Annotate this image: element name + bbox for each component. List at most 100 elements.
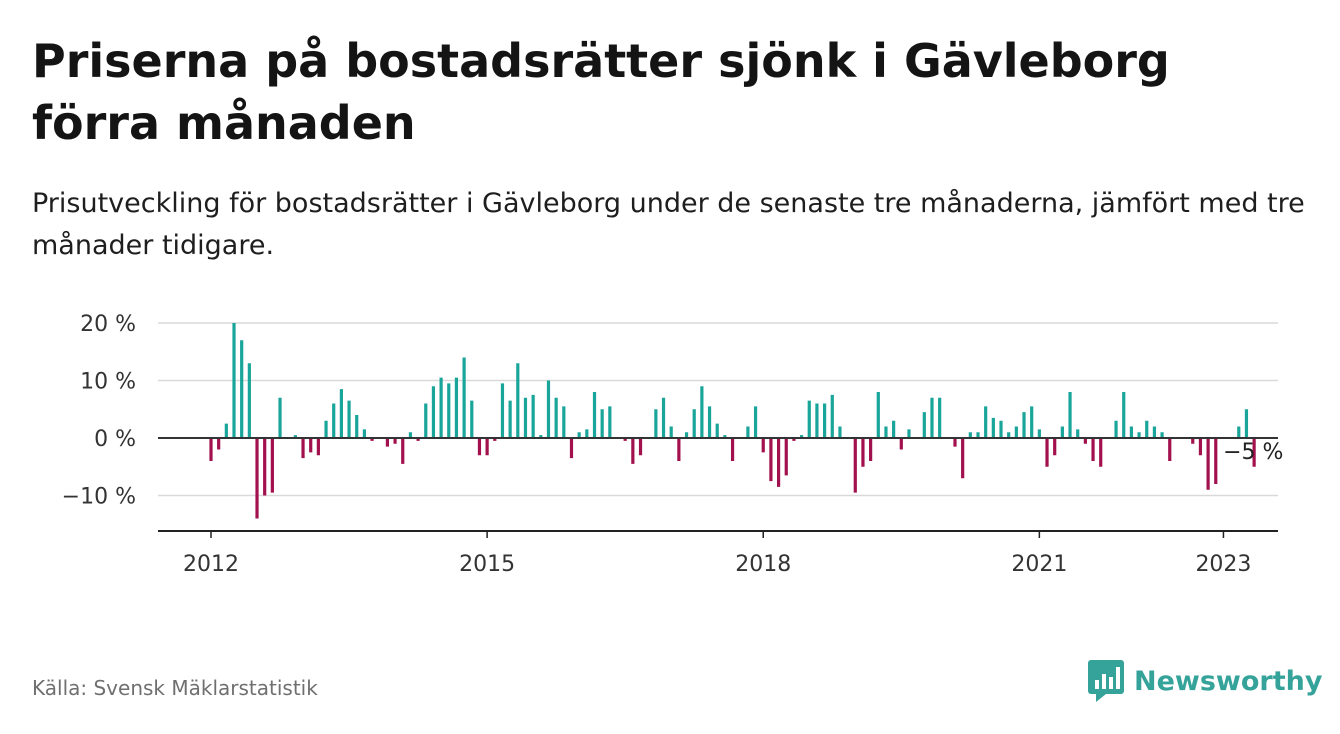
bar [224,423,228,438]
bar [761,438,765,453]
bar [1191,438,1195,444]
bar [508,400,512,438]
bar [984,406,988,438]
y-tick-label: 20 % [80,312,136,337]
bar [976,432,980,438]
chart-subtitle: Prisutveckling för bostadsrätter i Gävle… [32,188,1305,261]
bar [278,397,282,438]
bar [585,429,589,438]
bar [470,400,474,438]
bar [853,438,857,493]
bar [961,438,965,479]
bar [684,432,689,438]
bar [938,397,942,438]
bar [385,438,390,447]
bar [723,435,727,438]
bar [1145,420,1149,438]
bar [240,340,244,438]
bar [746,426,750,438]
bar [1206,438,1210,490]
y-tick-label: 10 % [80,370,136,395]
newsworthy-logo-icon [1088,660,1124,702]
bar [999,420,1003,438]
bar [324,420,328,438]
bar [861,438,865,467]
bar [554,397,558,438]
brand-name: Newsworthy [1134,665,1323,697]
bars [209,323,1256,519]
bar [592,392,597,438]
bar [301,438,305,459]
bar [1083,438,1087,444]
bar [209,438,213,461]
bar [899,438,903,450]
bar [776,438,781,487]
bar [968,432,972,438]
bar [991,417,995,438]
bar [263,438,267,496]
bar [339,389,343,438]
bar [347,400,351,438]
bar [1030,406,1034,438]
bar [355,415,359,438]
bar [753,406,758,438]
bar [1129,426,1133,438]
bar [485,438,489,456]
bar [1160,432,1164,438]
bar [1007,432,1011,438]
bar [799,435,804,438]
bar [876,392,880,438]
bar [232,323,236,438]
bar [830,394,834,438]
bar [454,377,459,438]
bar [562,406,566,438]
axes [158,437,1278,538]
bar [669,426,673,438]
bar [1214,438,1218,484]
bar [922,412,926,438]
x-tick-label: 2021 [1011,552,1067,577]
bar [393,438,397,444]
bar [332,403,336,438]
bar [1122,392,1126,438]
bar [608,406,612,438]
bar [217,438,221,450]
bar-chart: 20 % 10 % 0 % −10 % 2012 2015 2018 2021 2023 −5 % [62,312,1284,577]
bar [692,409,696,438]
bar [270,438,274,493]
bar [546,380,551,438]
bar [907,429,911,438]
x-tick-label: 2023 [1195,552,1251,577]
bar [623,438,627,441]
source-note: Källa: Svensk Mäklarstatistik [32,676,318,700]
bar [1152,426,1157,438]
bar [631,438,635,464]
bar [255,438,259,519]
bar [1091,438,1095,461]
bar [477,438,482,456]
bar [370,438,374,441]
chart-title: Priserna på bostadsrätter sjönk i Gävleb… [32,34,1170,150]
x-tick-label: 2015 [459,552,515,577]
bar [600,409,604,438]
x-tick-label: 2018 [735,552,791,577]
bar [654,409,658,438]
bar [638,438,643,456]
bar [892,420,896,438]
bar [715,423,719,438]
bar [539,435,543,438]
bar [362,429,366,438]
bar [1076,429,1080,438]
bar [447,383,451,438]
bar [439,377,443,438]
bar [523,397,528,438]
bar [569,438,574,459]
bar [1060,426,1064,438]
bar [1014,426,1018,438]
y-tick-label: −10 % [62,485,136,510]
bar [401,438,405,464]
bar [1198,438,1203,456]
x-tick-label: 2012 [183,552,239,577]
bar [1137,432,1141,438]
bar [1068,392,1072,438]
